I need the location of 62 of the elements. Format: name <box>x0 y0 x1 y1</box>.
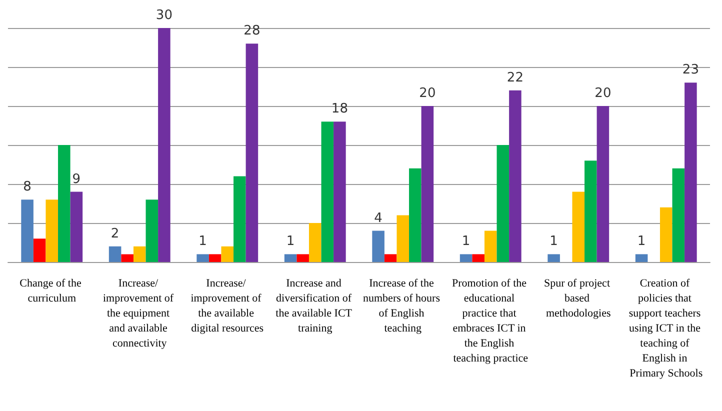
bar <box>33 238 46 262</box>
bar <box>660 207 672 262</box>
data-label: 8 <box>23 180 32 195</box>
bar <box>21 200 34 262</box>
bar <box>308 223 322 262</box>
bar <box>133 246 146 262</box>
bar <box>70 192 83 262</box>
bar <box>384 254 397 262</box>
bar <box>196 254 209 262</box>
bar <box>684 82 697 262</box>
bar <box>284 254 297 262</box>
bar <box>296 254 309 262</box>
x-tick-label: Promotion of the educational practice that embraces ICT in the English teaching practice <box>452 278 530 364</box>
data-label: 23 <box>682 62 699 78</box>
bar <box>208 254 222 262</box>
bar <box>635 254 648 262</box>
data-label: 9 <box>72 172 81 187</box>
bar <box>548 254 560 262</box>
bar <box>396 215 410 262</box>
data-label: 22 <box>506 70 524 86</box>
data-label: 18 <box>331 102 348 117</box>
bar <box>121 254 134 262</box>
bar <box>221 246 234 262</box>
x-tick-label: Increase and diversification of the available ICT training <box>276 278 355 334</box>
bar <box>460 254 472 262</box>
bar <box>234 176 246 262</box>
bar <box>146 200 158 262</box>
bar <box>46 200 58 262</box>
bar <box>58 145 70 262</box>
x-tick-label: Spur of project based methodologies <box>544 278 613 320</box>
bar <box>484 230 497 262</box>
data-label: 1 <box>198 234 207 250</box>
bar <box>496 145 510 262</box>
data-label: 1 <box>462 234 470 250</box>
data-label: 1 <box>637 234 646 250</box>
bar <box>421 106 434 262</box>
bar <box>158 28 170 262</box>
data-label: 30 <box>156 8 172 23</box>
data-label: 2 <box>110 226 120 242</box>
data-label: 28 <box>244 24 260 39</box>
bar <box>321 122 334 262</box>
x-tick-label: Change of the curriculum <box>20 278 84 304</box>
x-tick-label: Increase/ improvement of the available digital resources <box>190 278 264 334</box>
x-tick-label: Increase of the numbers of hours of English teaching <box>363 278 443 334</box>
data-label: 1 <box>286 234 295 250</box>
bar <box>246 44 258 262</box>
x-tick-label: Increase/ improvement of the equipment and available connectivity <box>102 278 176 350</box>
bar <box>572 192 585 262</box>
bar <box>509 90 522 262</box>
bar <box>472 254 484 262</box>
bar <box>596 106 610 262</box>
bar <box>584 160 597 262</box>
bar <box>672 168 685 262</box>
data-label: 4 <box>374 210 382 226</box>
data-label: 20 <box>419 86 436 101</box>
bar <box>409 168 422 262</box>
bar <box>108 246 122 262</box>
data-label: 20 <box>594 86 612 101</box>
data-label: 1 <box>550 234 558 250</box>
x-tick-label: Creation of policies that support teachers using ICT in the teaching of English in Primary Schools <box>628 278 704 380</box>
bar <box>334 122 346 262</box>
bar <box>372 230 384 262</box>
